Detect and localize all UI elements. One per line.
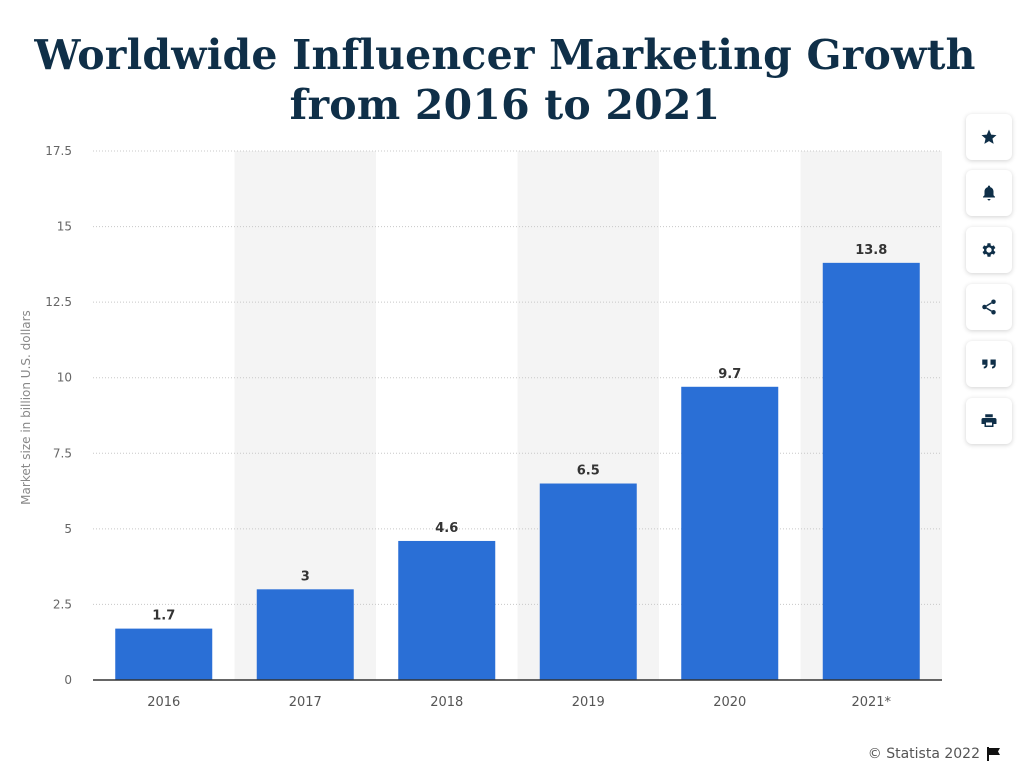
share-icon (982, 299, 996, 315)
x-tick-label: 2019 (572, 695, 605, 710)
chart-title-line-1: Worldwide Influencer Marketing Growth (34, 31, 976, 79)
x-tick-label: 2021* (851, 695, 891, 710)
data-label: 6.5 (577, 464, 600, 479)
chart-title-line-2: from 2016 to 2021 (289, 81, 721, 129)
x-tick-label: 2017 (289, 695, 322, 710)
print-icon (981, 414, 997, 427)
bar-2021* (822, 262, 920, 680)
x-tick-label: 2016 (147, 695, 180, 710)
data-labels: 1.7 3 4.6 6.5 9.7 13.8 (152, 243, 887, 624)
data-label: 4.6 (435, 521, 458, 536)
gear-icon (982, 243, 996, 257)
star-icon (981, 129, 997, 144)
x-tick-label: 2018 (430, 695, 463, 710)
data-label: 9.7 (718, 367, 741, 382)
y-axis-label: Market size in billion U.S. dollars (19, 310, 33, 505)
y-tick-label: 15 (57, 220, 72, 234)
y-tick-label: 5 (64, 522, 72, 536)
x-axis-ticks: 2016 2017 2018 2019 2020 2021* (147, 695, 891, 710)
y-tick-label: 2.5 (53, 597, 72, 611)
bell-icon (983, 185, 995, 201)
bar-2020 (681, 386, 779, 680)
bar-2018 (398, 540, 496, 680)
footer: © Statista 2022 (868, 746, 1002, 762)
chart-title: Worldwide Influencer Marketing Growth fr… (0, 30, 1010, 130)
share-button[interactable] (966, 284, 1012, 330)
notification-button[interactable] (966, 170, 1012, 216)
data-label: 3 (301, 569, 310, 584)
data-label: 13.8 (855, 243, 887, 258)
bar-2016 (115, 628, 213, 680)
x-tick-label: 2020 (713, 695, 746, 710)
print-button[interactable] (966, 398, 1012, 444)
y-tick-label: 17.5 (45, 144, 72, 158)
bar-2019 (539, 483, 637, 680)
y-tick-label: 0 (64, 673, 72, 687)
favorite-button[interactable] (966, 114, 1012, 160)
y-tick-label: 7.5 (53, 446, 72, 460)
statista-credit[interactable]: © Statista 2022 (867, 746, 980, 762)
cite-button[interactable] (966, 341, 1012, 387)
quote-icon (982, 359, 996, 369)
bar-chart: 0 2.5 5 7.5 10 12.5 15 17.5 1.7 3 4.6 6.5 9.7 13.8 2… (19, 144, 942, 710)
bars (115, 262, 920, 680)
y-tick-label: 10 (57, 371, 72, 385)
bar-2017 (256, 589, 354, 680)
settings-button[interactable] (966, 227, 1012, 273)
y-tick-label: 12.5 (45, 295, 72, 309)
gridlines (93, 150, 942, 605)
data-label: 1.7 (152, 609, 175, 624)
flag-icon[interactable] (986, 747, 1002, 761)
y-axis-ticks: 0 2.5 5 7.5 10 12.5 15 17.5 (45, 144, 72, 687)
